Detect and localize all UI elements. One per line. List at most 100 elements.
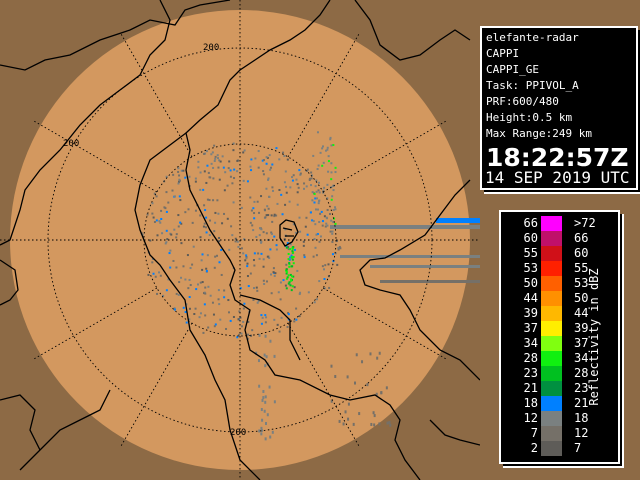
- echo-pixel: [247, 285, 250, 288]
- echo-pixel: [245, 254, 248, 257]
- echo-pixel: [224, 171, 227, 174]
- echo-pixel: [218, 178, 221, 181]
- legend-high-value: 66: [574, 231, 589, 245]
- echo-pixel: [233, 177, 236, 180]
- echo-pixel: [326, 183, 329, 186]
- echo-pixel: [261, 398, 264, 402]
- echo-pixel: [258, 211, 261, 214]
- legend-row: 50 53: [501, 276, 618, 291]
- echo-pixel: [197, 160, 200, 163]
- echo-pixel: [285, 263, 288, 266]
- legend-swatch: [541, 381, 562, 396]
- azimuth-spoke: [322, 119, 449, 193]
- legend-swatch: [541, 336, 562, 351]
- echo-pixel: [232, 142, 235, 145]
- echo-pixel: [322, 189, 325, 192]
- echo-pixel: [291, 258, 294, 261]
- echo-pixel: [151, 261, 154, 264]
- echo-pixel: [229, 169, 232, 172]
- echo-pixel: [310, 171, 313, 174]
- legend-swatch: [541, 246, 562, 261]
- echo-pixel: [217, 157, 220, 160]
- echo-pixel: [177, 182, 180, 185]
- echo-pixel: [292, 174, 295, 177]
- echo-pixel: [295, 178, 298, 181]
- echo-pixel: [249, 221, 252, 224]
- echo-pixel: [298, 293, 301, 296]
- echo-pixel: [214, 157, 217, 160]
- echo-pixel: [296, 269, 299, 272]
- echo-pixel: [305, 185, 308, 188]
- echo-pixel: [304, 225, 307, 228]
- echo-pixel: [209, 219, 212, 222]
- echo-pixel: [271, 163, 274, 166]
- echo-pixel: [361, 360, 364, 364]
- echo-pixel: [272, 267, 275, 270]
- echo-pixel: [210, 153, 213, 156]
- echo-pixel: [223, 296, 226, 299]
- echo-pixel: [197, 166, 200, 169]
- echo-pixel: [342, 422, 345, 426]
- echo-pixel: [165, 289, 168, 292]
- echo-pixel: [324, 225, 327, 228]
- echo-pixel: [260, 252, 263, 255]
- echo-pixel: [172, 259, 175, 262]
- legend-swatch: [541, 261, 562, 276]
- echo-pixel: [247, 320, 250, 323]
- echo-pixel: [198, 316, 201, 319]
- echo-pixel: [326, 208, 329, 211]
- echo-pixel: [234, 240, 237, 243]
- echo-pixel: [296, 183, 299, 186]
- echo-pixel: [212, 199, 215, 202]
- echo-pixel: [214, 323, 217, 326]
- echo-pixel: [317, 164, 320, 167]
- azimuth-spoke: [31, 287, 158, 361]
- echo-pixel: [232, 149, 235, 152]
- echo-pixel: [346, 375, 349, 379]
- reflectivity-echoes: [140, 131, 480, 441]
- echo-pixel: [230, 225, 233, 228]
- echo-pixel: [279, 298, 282, 301]
- echo-pixel: [265, 162, 268, 165]
- echo-pixel: [199, 281, 202, 284]
- echo-pixel: [292, 256, 295, 259]
- echo-pixel: [326, 224, 329, 227]
- echo-pixel: [269, 339, 272, 343]
- echo-pixel: [156, 292, 159, 295]
- echo-pixel: [331, 253, 334, 256]
- echo-pixel: [175, 236, 178, 239]
- legend-high-value: 37: [574, 336, 589, 350]
- echo-pixel: [323, 186, 326, 189]
- echo-pixel: [214, 221, 217, 224]
- country-borders: [0, 0, 480, 480]
- echo-pixel: [247, 333, 250, 336]
- echo-pixel: [315, 197, 318, 200]
- echo-pixel: [151, 202, 154, 205]
- echo-pixel: [289, 243, 292, 246]
- echo-pixel: [313, 301, 316, 304]
- legend-high-value: 50: [574, 291, 589, 305]
- echo-pixel: [258, 384, 261, 388]
- echo-pixel: [283, 238, 286, 241]
- product-id: CAPPI_GE: [486, 63, 539, 76]
- echo-pixel: [263, 208, 266, 211]
- echo-pixel: [164, 242, 167, 245]
- echo-pixel: [326, 148, 329, 151]
- echo-pixel: [281, 213, 284, 216]
- echo-pixel: [206, 164, 209, 167]
- echo-pixel: [303, 254, 306, 257]
- echo-pixel: [160, 217, 163, 220]
- echo-pixel: [275, 214, 278, 217]
- echo-pixel: [256, 289, 259, 292]
- echo-pixel: [316, 168, 319, 171]
- echo-pixel: [314, 223, 317, 226]
- echo-pixel: [255, 235, 258, 238]
- echo-pixel: [264, 364, 267, 368]
- legend-row: 21 23: [501, 381, 618, 396]
- echo-pixel: [249, 196, 252, 199]
- echo-pixel: [232, 201, 235, 204]
- echo-pixel: [226, 217, 229, 220]
- echo-pixel: [260, 314, 263, 317]
- legend-row: 28 34: [501, 351, 618, 366]
- echo-pixel: [154, 275, 157, 278]
